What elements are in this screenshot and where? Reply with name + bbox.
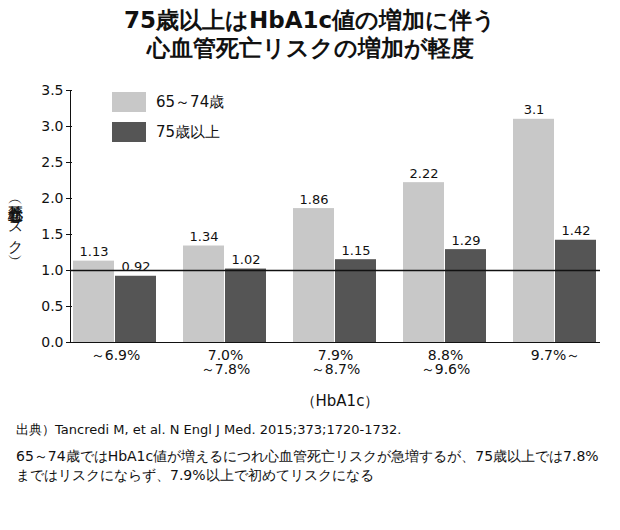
svg-text:1.29: 1.29 [452,233,481,248]
svg-text:0.92: 0.92 [122,259,151,274]
svg-text:3.0: 3.0 [41,118,63,134]
svg-text:1.02: 1.02 [232,252,261,267]
svg-text:1.42: 1.42 [562,223,591,238]
svg-text:2.0: 2.0 [41,190,63,206]
html-text:（HbA1c）: （HbA1c） [300,392,380,410]
svg-text:1.15: 1.15 [342,243,371,258]
svg-text:7.0%～7.8%: 7.0%～7.8% [201,347,251,377]
svg-text:1.13: 1.13 [80,244,109,259]
svg-text:7.9%～8.7%: 7.9%～8.7% [311,347,361,377]
html-text:75歳以上はHbA1c値の増加に伴う 心血管死亡リスクの増加: 75歳以上はHbA1c値の増加に伴う 心血管死亡リスクの増加が軽度 [123,7,497,61]
svg-text:2.22: 2.22 [410,166,439,181]
html-text:65～74歳ではHbA1c値が増えるにつれ心血管死亡リスクが: 65～74歳ではHbA1c値が増えるにつれ心血管死亡リスクが急増するが、75歳以… [16,448,599,483]
svg-text:1.5: 1.5 [41,226,63,242]
svg-text:1.0: 1.0 [41,262,63,278]
svg-text:～6.9%: ～6.9% [91,347,141,363]
svg-text:3.5: 3.5 [41,82,63,98]
svg-text:3.1: 3.1 [524,102,545,117]
html-text:（心血管死亡リスク）: （心血管死亡リスク） [7,194,25,246]
svg-text:8.8%～9.6%: 8.8%～9.6% [421,347,471,377]
svg-text:1.34: 1.34 [190,229,219,244]
html-text:75歳以上: 75歳以上 [156,122,221,141]
svg-text:9.7%～: 9.7%～ [531,347,581,363]
svg-text:1.86: 1.86 [300,192,329,207]
html-text:65～74歳: 65～74歳 [156,92,225,111]
svg-text:0.5: 0.5 [41,298,63,314]
svg-text:2.5: 2.5 [41,154,63,170]
svg-text:0.0: 0.0 [41,334,63,350]
html-text:出典）Tancredi M, et al. N Engl J: 出典）Tancredi M, et al. N Engl J Med. 2015… [16,422,402,437]
